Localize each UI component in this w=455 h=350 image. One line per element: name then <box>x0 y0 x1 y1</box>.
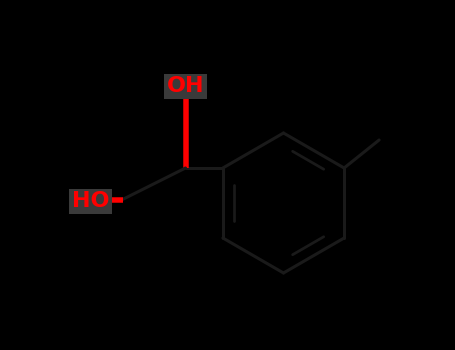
Text: HO: HO <box>72 191 109 211</box>
Text: OH: OH <box>167 76 204 96</box>
